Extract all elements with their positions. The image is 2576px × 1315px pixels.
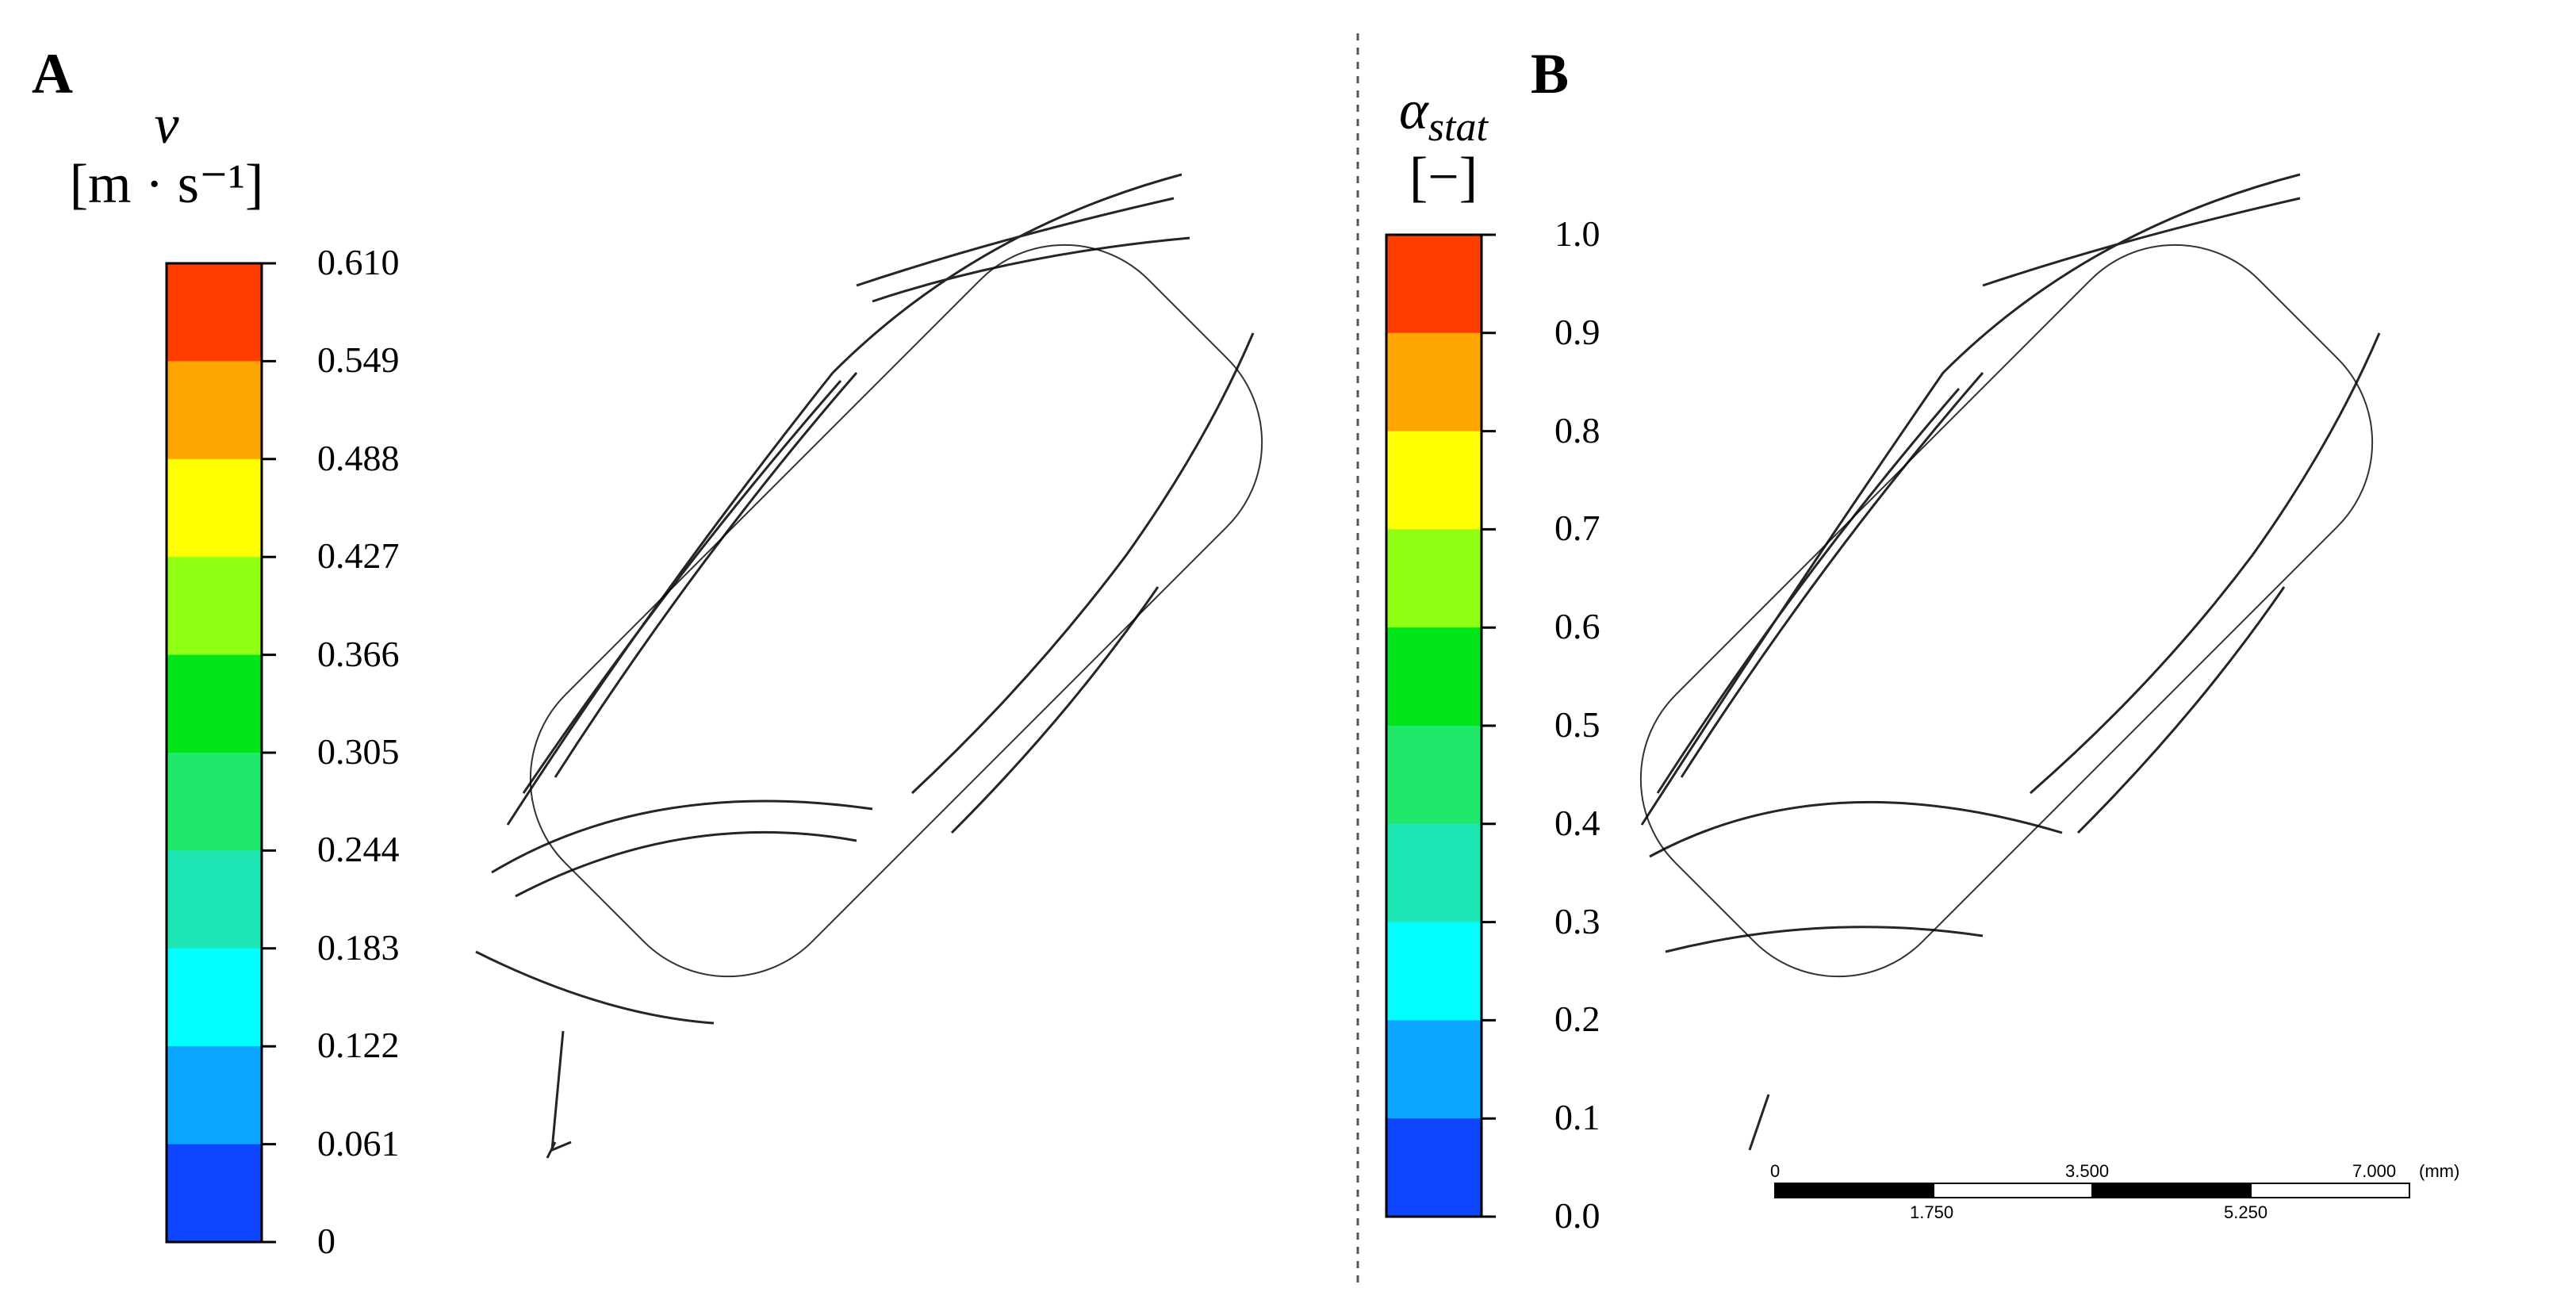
colorbar-b-tick-label-10: 0.0 — [1554, 1195, 1600, 1236]
colorbar-b-tick-label-3: 0.7 — [1554, 508, 1600, 549]
colorbar-b-band-3 — [1386, 529, 1482, 628]
panel-label-b: B — [1531, 42, 1570, 105]
colorbar-b-band-0 — [1386, 235, 1482, 334]
scale-label-unit: (mm) — [2419, 1161, 2460, 1181]
colorbar-b-band-5 — [1386, 726, 1482, 825]
colorbar-b-band-2 — [1386, 431, 1482, 530]
colorbar-b-tick-label-9: 0.1 — [1554, 1097, 1600, 1138]
colorbar-a-band-2 — [167, 458, 262, 558]
colorbar-a-tick-label-8: 0.122 — [317, 1025, 400, 1066]
colorbar-b-subscript: stat — [1428, 105, 1488, 150]
colorbar-b-band-1 — [1386, 332, 1482, 432]
colorbar-b-band-7 — [1386, 922, 1482, 1021]
colorbar-b-symbol: α — [1399, 80, 1428, 141]
colorbar-a-band-1 — [167, 361, 262, 460]
colorbar-a-tick-label-1: 0.549 — [317, 339, 400, 381]
colorbar-a-tick-label-3: 0.427 — [317, 535, 400, 577]
colorbar-a-tick-label-9: 0.061 — [317, 1122, 400, 1164]
scale-label-7000: 7.000 — [2352, 1161, 2397, 1181]
colorbar-b-tick-label-0: 1.0 — [1554, 213, 1600, 254]
scale-label-5250: 5.250 — [2224, 1202, 2268, 1222]
colorbar-a — [165, 262, 276, 1244]
scale-bar — [1774, 1183, 2410, 1198]
colorbar-b-tick-label-6: 0.4 — [1554, 802, 1600, 843]
colorbar-a-band-4 — [167, 654, 262, 753]
colorbar-a-tick-label-6: 0.244 — [317, 829, 400, 870]
panel-label-a: A — [32, 42, 73, 105]
colorbar-a-tick-label-4: 0.366 — [317, 633, 400, 674]
scale-label-3500: 3.500 — [2065, 1161, 2110, 1181]
vessel-b-outline — [1639, 243, 2374, 978]
colorbar-a-band-3 — [167, 557, 262, 656]
vessel-b-vectors — [1640, 173, 2381, 1151]
colorbar-a-band-5 — [167, 753, 262, 851]
vessel-b-phase-contour — [1502, 83, 2545, 1126]
colorbar-a-tick-label-2: 0.488 — [317, 437, 400, 478]
colorbar-a-tick-label-10: 0 — [317, 1221, 335, 1261]
colorbar-a-symbol: v — [154, 94, 179, 155]
colorbar-b-tick-label-4: 0.6 — [1554, 606, 1600, 647]
colorbar-a-band-7 — [167, 948, 262, 1047]
colorbar-b-band-4 — [1386, 627, 1482, 727]
colorbar-a-tick-label-5: 0.305 — [317, 731, 400, 772]
colorbar-a-unit: [m · s⁻¹] — [69, 154, 264, 215]
colorbar-b — [1385, 233, 1496, 1218]
colorbar-a-tick-label-7: 0.183 — [317, 926, 400, 968]
colorbar-b-symbol-wrap: αstat — [1348, 79, 1539, 151]
colorbar-b-band-9 — [1386, 1118, 1482, 1217]
colorbar-a-tick-label-0: 0.610 — [317, 242, 400, 282]
colorbar-b-tick-label-2: 0.8 — [1554, 409, 1600, 450]
colorbar-b-band-6 — [1386, 823, 1482, 923]
colorbar-b-title: αstat [−] — [1348, 79, 1539, 209]
colorbar-a-title: v [m · s⁻¹] — [48, 94, 286, 217]
vessel-a-outline — [529, 243, 1263, 978]
scale-label-0: 0 — [1770, 1161, 1781, 1181]
vessel-a-vectors — [475, 173, 1255, 1159]
colorbar-b-tick-label-8: 0.2 — [1554, 999, 1600, 1040]
colorbar-b-tick-label-7: 0.3 — [1554, 900, 1600, 941]
colorbar-b-tick-label-5: 0.5 — [1554, 704, 1600, 745]
colorbar-b-tick-label-1: 0.9 — [1554, 311, 1600, 352]
scale-label-1750: 1.750 — [1910, 1202, 1954, 1222]
colorbar-b-band-8 — [1386, 1020, 1482, 1119]
colorbar-a-band-8 — [167, 1046, 262, 1145]
vessel-a-velocity-contour — [392, 83, 1435, 1126]
colorbar-b-unit: [−] — [1409, 147, 1478, 208]
colorbar-a-band-0 — [167, 263, 262, 362]
colorbar-a-band-9 — [167, 1144, 262, 1243]
colorbar-a-band-6 — [167, 850, 262, 949]
